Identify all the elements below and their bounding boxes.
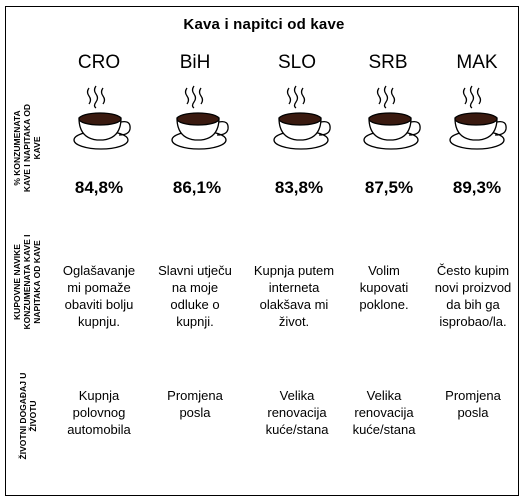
percentage-mak: 89,3%	[452, 178, 502, 197]
event-mak: Promjena posla	[445, 388, 501, 420]
country-header-mak: MAK	[456, 52, 498, 73]
table-frame	[5, 6, 519, 496]
event-bih: Promjena posla	[167, 388, 223, 420]
country-header-bih: BiH	[179, 52, 211, 73]
coffee-cup-icon	[273, 85, 331, 150]
habit-srb: Volim kupovati poklone.	[359, 263, 409, 312]
percentage-slo: 83,8%	[274, 178, 324, 197]
coffee-cup-icon	[449, 85, 507, 150]
country-header-srb: SRB	[368, 52, 408, 73]
coffee-cup-icon	[171, 85, 229, 150]
event-cro: Kupnja polovnog automobila	[67, 388, 131, 437]
coffee-cup-icon	[363, 85, 421, 150]
coffee-cup-icon	[73, 85, 131, 150]
habit-mak: Često kupim novi proizvod da bih ga isproba…	[434, 263, 512, 329]
percentage-bih: 86,1%	[172, 178, 222, 197]
habit-slo: Kupnja putem interneta olakšava mi život.	[253, 263, 335, 329]
habit-bih: Slavni utječu na moje odluke o kupnji.	[158, 263, 232, 329]
country-header-cro: CRO	[77, 52, 121, 73]
habit-cro: Oglašavanje mi pomaže obaviti bolju kupnju.	[62, 263, 136, 329]
percentage-cro: 84,8%	[74, 178, 124, 197]
event-srb: Velika renovacija kuće/stana	[352, 388, 416, 437]
event-slo: Velika renovacija kuće/stana	[265, 388, 329, 437]
country-header-slo: SLO	[277, 52, 317, 73]
percentage-srb: 87,5%	[364, 178, 414, 197]
table-title: Kava i napitci od kave	[183, 16, 345, 33]
